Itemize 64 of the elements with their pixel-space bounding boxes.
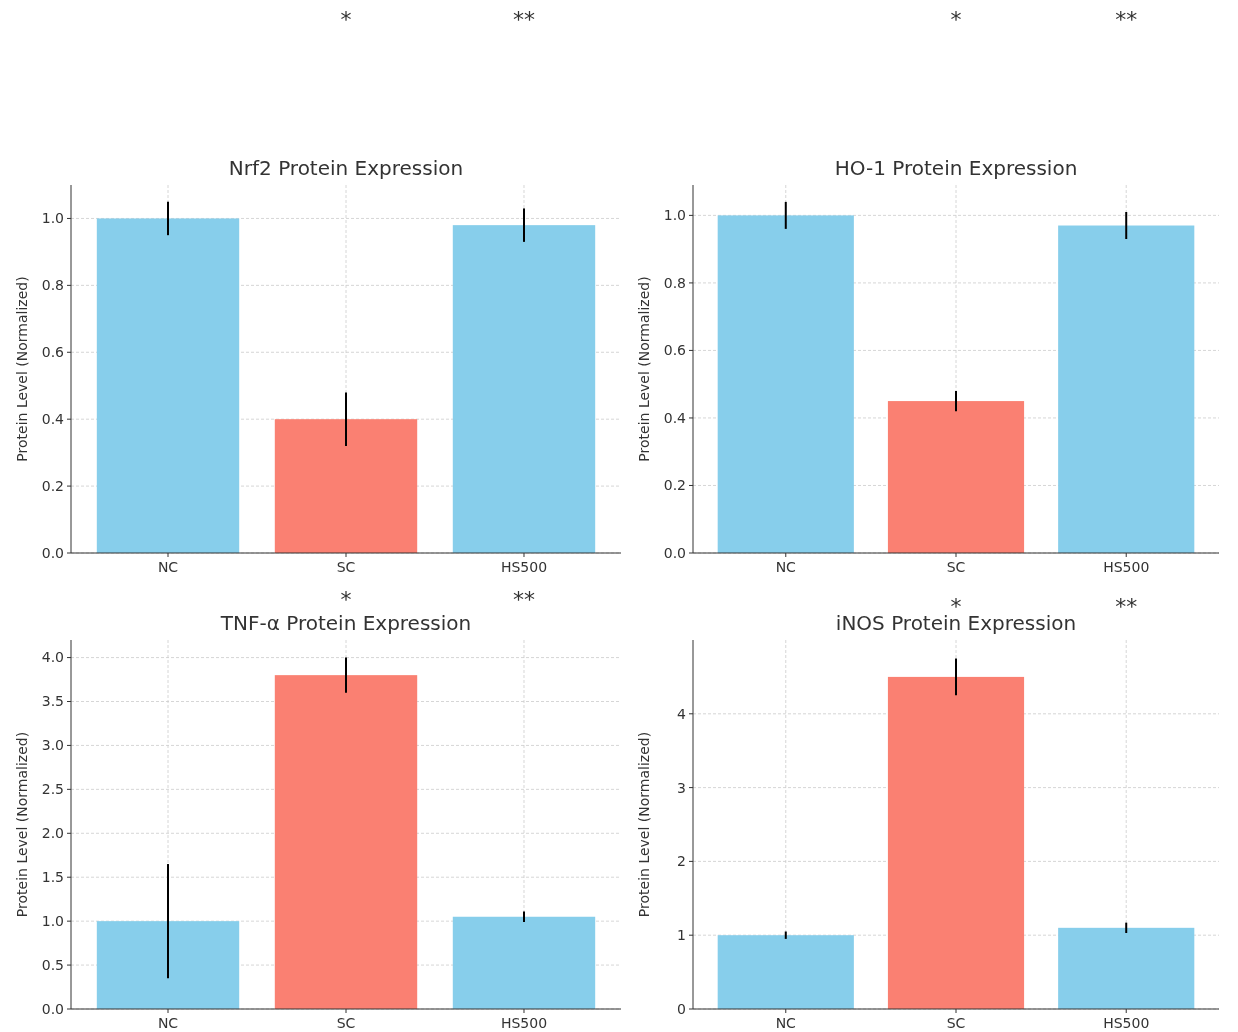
y-tick-label: 1.0 — [41, 913, 64, 930]
x-tick-label: HS500 — [1103, 559, 1150, 575]
x-tick-label: HS500 — [500, 559, 548, 575]
text: ** — [512, 7, 535, 33]
chart-title: Nrf2 Protein Expression — [228, 156, 464, 180]
x-tick-label: SC — [336, 1015, 356, 1031]
y-tick-label: 0.2 — [663, 477, 686, 494]
y-tick-label: 2.5 — [41, 781, 64, 798]
text: * — [340, 587, 352, 613]
bar — [274, 419, 418, 553]
y-tick-label: 4 — [677, 705, 687, 722]
x-tick-label: NC — [775, 559, 797, 575]
y-tick-label: 1.5 — [41, 869, 64, 886]
y-tick-label: 3 — [677, 779, 686, 796]
y-tick-label: 1 — [677, 927, 686, 944]
y-tick-label: 0.2 — [41, 477, 64, 494]
x-tick-label: SC — [946, 559, 966, 575]
y-tick-label: 0.0 — [41, 1000, 64, 1017]
y-tick-label: 0.6 — [663, 342, 687, 359]
y-tick-label: 0 — [677, 1000, 686, 1017]
y-tick-label: 0.0 — [663, 544, 686, 561]
x-tick-label: NC — [157, 559, 179, 575]
bar — [717, 935, 854, 1009]
y-tick-label: 1.0 — [41, 210, 64, 227]
y-axis-title: Protein Level (Normalized) — [14, 276, 30, 462]
y-tick-label: 0.6 — [41, 344, 65, 361]
bar — [887, 401, 1025, 553]
y-tick-label: 0.8 — [41, 277, 64, 294]
text: * — [950, 7, 962, 33]
y-tick-label: 0.5 — [41, 956, 64, 973]
y-tick-label: 0.0 — [41, 544, 64, 561]
x-tick-label: SC — [946, 1015, 966, 1031]
x-tick-label: NC — [157, 1015, 179, 1031]
bar — [887, 676, 1025, 1009]
y-tick-label: 2 — [677, 853, 686, 870]
bar — [1058, 225, 1195, 553]
y-tick-label: 0.8 — [663, 274, 686, 291]
y-axis-title: Protein Level (Normalized) — [636, 731, 652, 918]
chart-title: TNF-α Protein Expression — [219, 611, 472, 635]
y-tick-label: 1.0 — [663, 207, 686, 224]
chart-title: HO-1 Protein Expression — [834, 156, 1078, 180]
bar — [452, 225, 596, 553]
y-tick-label: 3.5 — [41, 693, 64, 710]
bar — [717, 215, 854, 553]
y-tick-label: 0.4 — [41, 411, 65, 428]
x-tick-label: HS500 — [1103, 1015, 1150, 1031]
text: * — [340, 7, 352, 33]
y-axis-title: Protein Level (Normalized) — [636, 276, 652, 462]
text: ** — [1115, 7, 1138, 33]
y-tick-label: 0.4 — [663, 409, 687, 426]
y-axis-title: Protein Level (Normalized) — [14, 731, 30, 918]
text: ** — [512, 587, 535, 613]
bar — [274, 675, 418, 1009]
x-tick-label: NC — [775, 1015, 797, 1031]
bar — [96, 218, 240, 553]
bar — [452, 916, 596, 1009]
y-tick-label: 4.0 — [41, 649, 64, 666]
text: ** — [1115, 594, 1138, 620]
bar — [96, 921, 240, 1009]
y-tick-label: 3.0 — [41, 737, 64, 754]
x-tick-label: HS500 — [500, 1015, 548, 1031]
bar — [1058, 927, 1195, 1009]
x-tick-label: SC — [336, 559, 356, 575]
y-tick-label: 2.0 — [41, 825, 64, 842]
